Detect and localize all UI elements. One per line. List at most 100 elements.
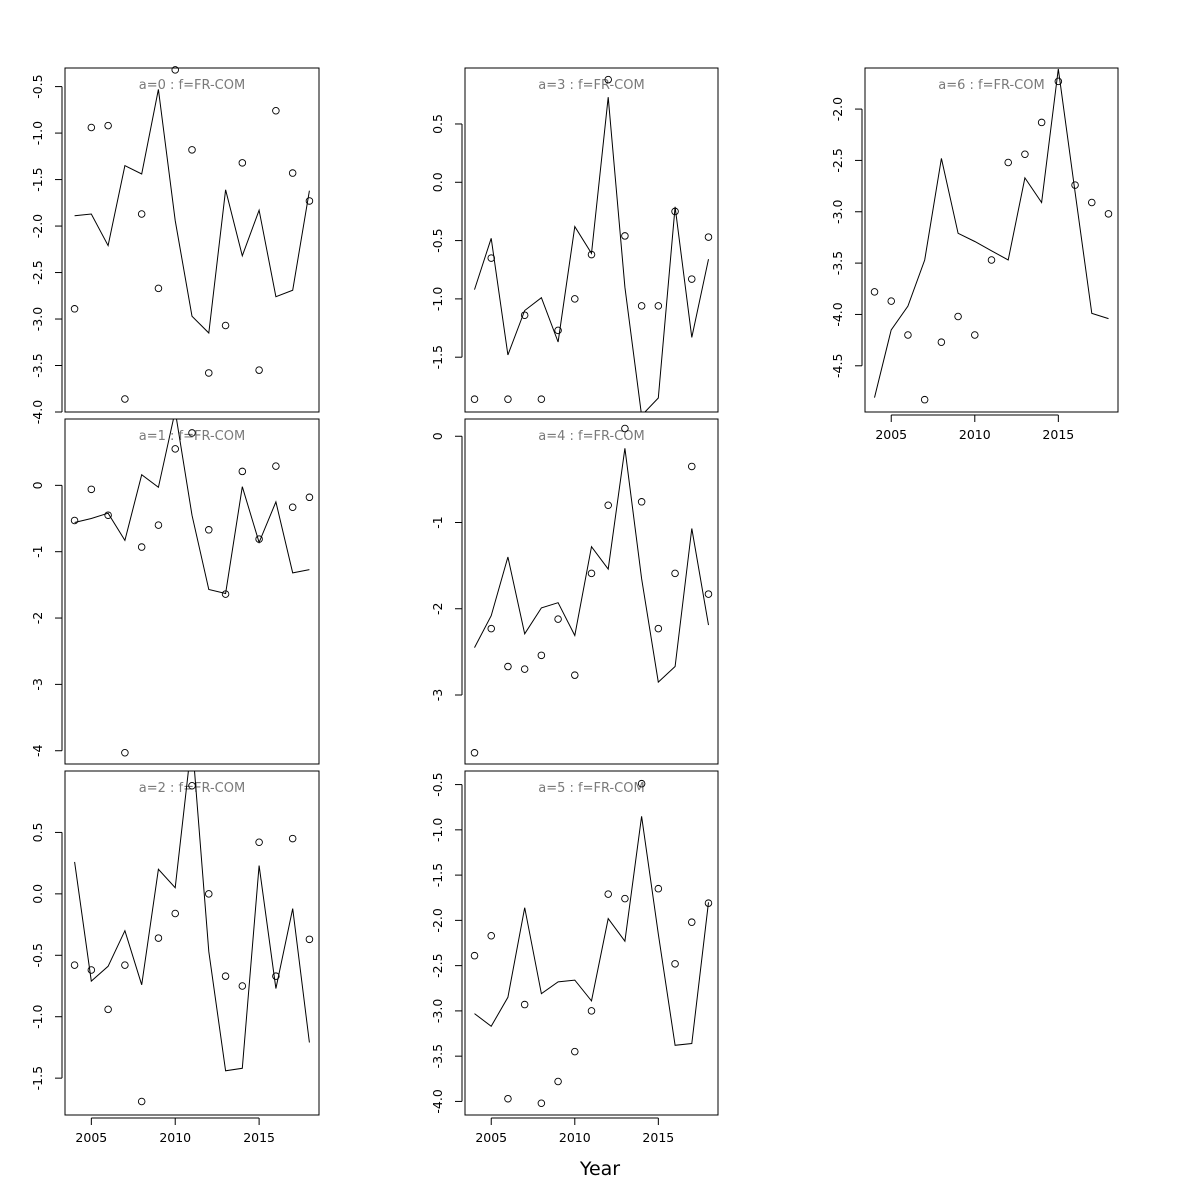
observed-point [520, 665, 529, 673]
observed-point [205, 526, 213, 534]
observed-point [637, 779, 646, 788]
panel-frame [864, 67, 1119, 413]
observed-point [520, 1000, 529, 1009]
observed-point [1004, 158, 1012, 167]
panel-frame [64, 67, 320, 413]
observed-point [621, 232, 629, 240]
y-tick-label: -2.0 [30, 214, 45, 238]
observed-point [121, 961, 129, 969]
observed-point [305, 197, 314, 205]
observed-point [288, 834, 297, 843]
observed-point [137, 543, 146, 551]
y-tick-label: -2.5 [830, 148, 845, 172]
panel-frame [64, 418, 320, 765]
y-tick-label: -3 [430, 689, 445, 701]
x-tick-label: 2005 [475, 1130, 507, 1145]
observed-point [621, 424, 629, 433]
x-axis-title: Year [579, 1158, 621, 1180]
fitted-line [74, 89, 310, 335]
fitted-line [874, 68, 1109, 398]
y-tick-label: 0 [430, 432, 445, 440]
x-tick-label: 2010 [959, 427, 991, 442]
panel-title: a=2 : f=FR-COM [139, 781, 245, 796]
panel-title: a=6 : f=FR-COM [938, 78, 1044, 93]
observed-point [470, 395, 479, 403]
observed-point [537, 651, 546, 660]
observed-point [205, 890, 213, 898]
x-tick-label: 2015 [243, 1130, 275, 1145]
observed-point [637, 498, 646, 506]
fitted-line [74, 419, 310, 595]
observed-point [688, 918, 696, 926]
observed-point [137, 210, 146, 218]
y-tick-label: -2.0 [430, 908, 445, 932]
observed-point [305, 493, 314, 502]
y-tick-label: -2.0 [830, 97, 845, 121]
observed-point [305, 935, 314, 944]
y-tick-label: -1 [430, 516, 445, 528]
y-tick-label: -1.0 [430, 287, 445, 311]
y-tick-label: -3.0 [430, 999, 445, 1023]
y-tick-label: -1.5 [430, 345, 445, 369]
y-tick-label: -1.5 [30, 167, 45, 191]
observed-point [971, 331, 979, 339]
y-tick-label: -3.5 [430, 1044, 445, 1068]
observed-point [255, 535, 263, 543]
observed-point [688, 275, 696, 283]
observed-point [87, 485, 96, 494]
observed-point [604, 75, 612, 84]
observed-point [504, 1094, 512, 1103]
observed-point [487, 624, 495, 633]
observed-point [288, 503, 297, 511]
observed-point [104, 1005, 112, 1014]
panel-6: a=6 : f=FR-COM -4.5 -4.0 -3.5 -3.0 -2.5 -2.0 20… [830, 67, 1119, 442]
observed-point [537, 395, 546, 403]
observed-point [571, 295, 579, 303]
observed-point [671, 569, 679, 578]
observed-point [904, 331, 912, 339]
observed-point [537, 1099, 546, 1107]
fitted-line [74, 771, 310, 1072]
observed-point [704, 899, 713, 907]
y-tick-label: 0.5 [430, 114, 445, 134]
observed-point [1037, 118, 1046, 127]
y-tick-label: 0.0 [30, 884, 45, 904]
y-tick-label: -1.0 [30, 1004, 45, 1028]
y-tick-label: -1.0 [430, 818, 445, 842]
x-tick-label: 2005 [875, 427, 907, 442]
y-tick-label: -2.5 [430, 953, 445, 977]
panel-frame [464, 67, 719, 413]
observed-point [188, 429, 196, 437]
observed-point [920, 395, 929, 404]
y-tick-label: -1 [30, 545, 45, 557]
observed-point [554, 1077, 562, 1086]
observed-point [171, 909, 179, 918]
panel-3: a=3 : f=FR-COM -1.5 -1.0 -0.5 0.0 0.5 [430, 67, 719, 413]
observed-point [587, 569, 596, 578]
y-tick-label: 0.0 [430, 172, 445, 192]
observed-point [704, 233, 713, 241]
observed-point [621, 894, 629, 903]
observed-point [937, 338, 946, 346]
observed-point [238, 467, 247, 476]
y-tick-label: -0.5 [30, 74, 45, 98]
observed-point [688, 462, 696, 471]
observed-point [654, 624, 663, 633]
y-tick-label: -0.5 [30, 943, 45, 967]
observed-point [604, 501, 612, 510]
y-tick-label: -3.5 [830, 251, 845, 275]
fitted-line [474, 448, 709, 684]
observed-point [887, 297, 895, 305]
observed-point [154, 284, 163, 293]
observed-point [272, 462, 280, 470]
observed-point [470, 749, 479, 757]
y-tick-label: -0.5 [430, 228, 445, 252]
observed-point [70, 516, 79, 525]
observed-point [238, 159, 247, 167]
panel-title: a=0 : f=FR-COM [139, 78, 245, 93]
observed-point [171, 66, 179, 74]
y-tick-label: -1.5 [430, 863, 445, 887]
observed-point [121, 395, 129, 403]
observed-point [1071, 181, 1079, 189]
